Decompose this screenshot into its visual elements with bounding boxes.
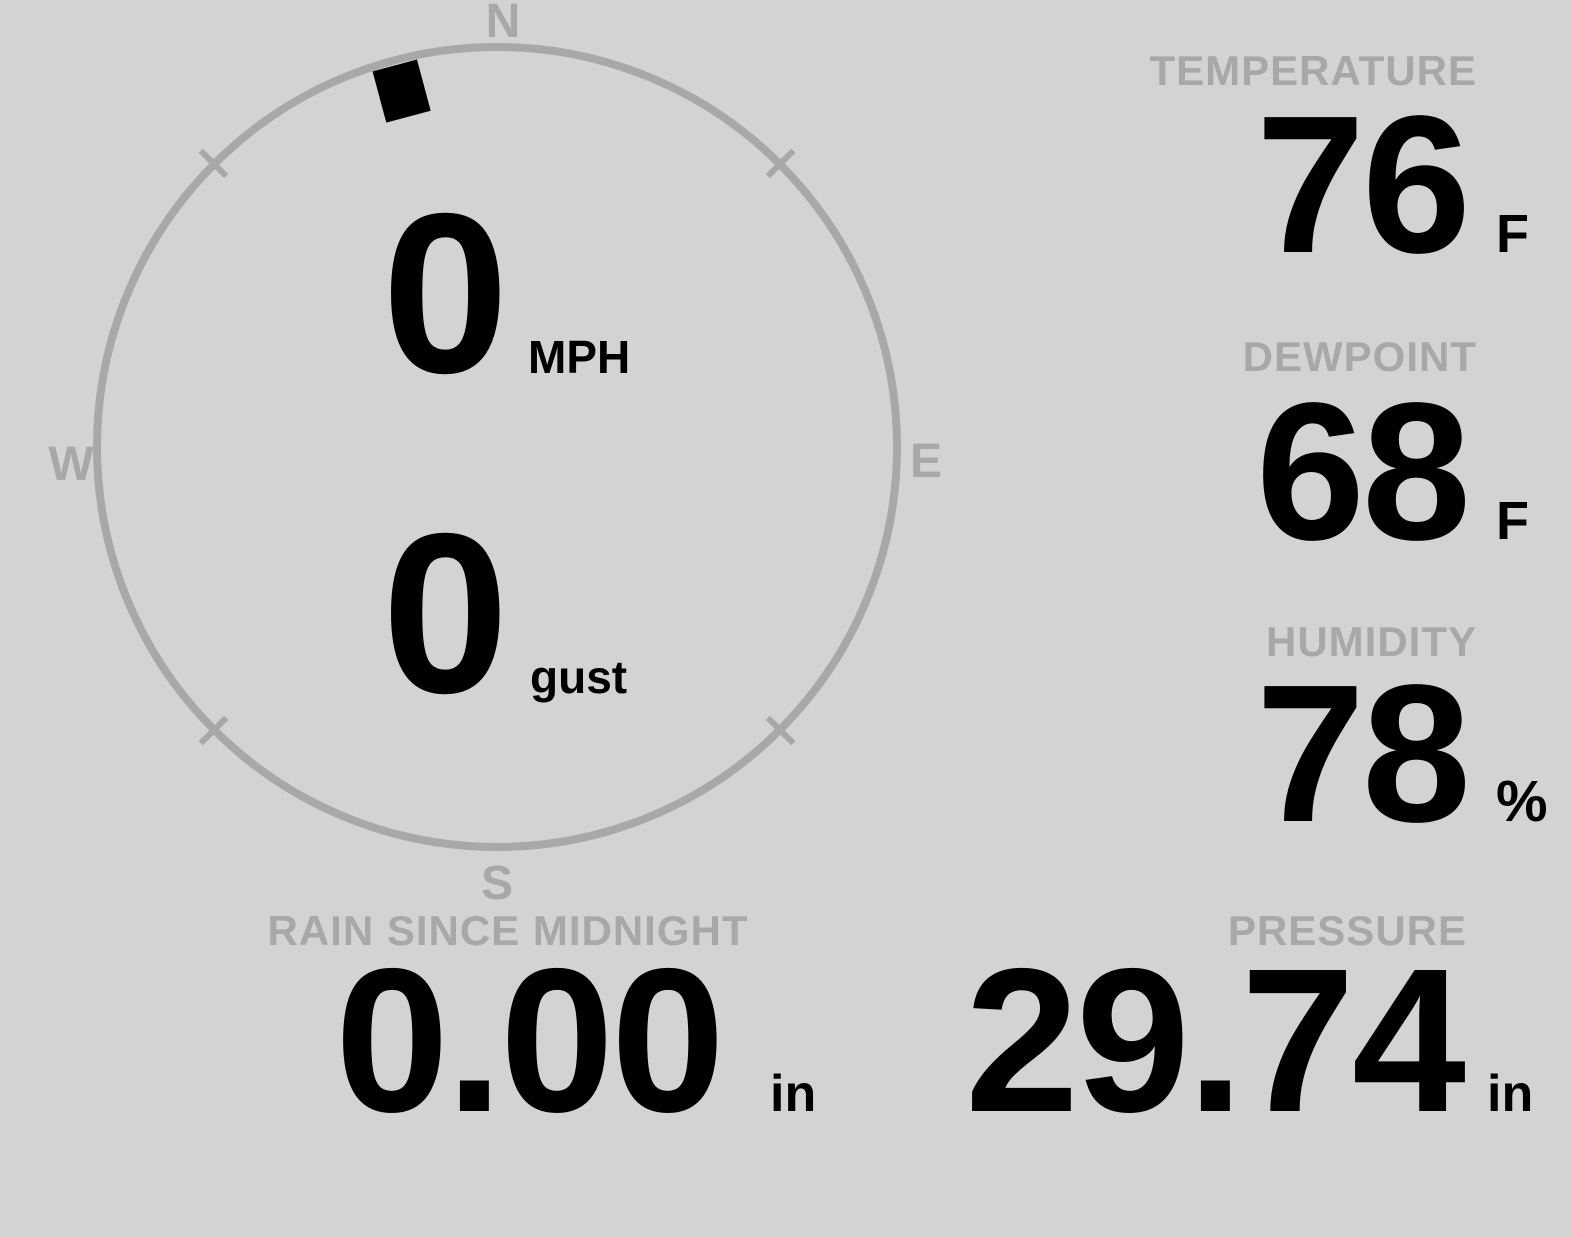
pressure-value: 29.74 — [964, 926, 1466, 1155]
dewpoint-label: DEWPOINT — [1242, 333, 1477, 380]
wind-speed-unit: MPH — [528, 331, 631, 383]
wind-direction-marker-icon — [372, 59, 431, 123]
compass-label-west: W — [48, 438, 94, 491]
temperature-unit: F — [1496, 204, 1529, 264]
humidity-label: HUMIDITY — [1266, 618, 1477, 665]
temperature-label: TEMPERATURE — [1149, 47, 1477, 94]
compass-tick-nw — [198, 148, 229, 179]
compass-tick-sw — [198, 715, 229, 746]
humidity-value: 78 — [1255, 644, 1471, 863]
wind-gust-value: 0 — [382, 487, 509, 741]
compass-label-north: N — [485, 0, 521, 48]
temperature-value: 76 — [1255, 75, 1471, 294]
wind-speed-value: 0 — [382, 167, 509, 421]
dewpoint-value: 68 — [1255, 362, 1471, 581]
dewpoint-unit: F — [1496, 491, 1529, 551]
compass-ring — [93, 43, 901, 851]
humidity-unit: % — [1496, 769, 1548, 834]
wind-gust-unit: gust — [530, 651, 628, 703]
pressure-label: PRESSURE — [1227, 907, 1467, 954]
compass-label-south: S — [480, 857, 514, 910]
compass-tick-ne — [765, 148, 796, 179]
pressure-unit: in — [1487, 1065, 1534, 1123]
rain-unit: in — [770, 1065, 817, 1123]
rain-value: 0.00 — [335, 926, 725, 1155]
rain-label: RAIN SINCE MIDNIGHT — [267, 907, 749, 954]
compass-tick-se — [765, 715, 796, 746]
compass-label-east: E — [909, 435, 943, 488]
